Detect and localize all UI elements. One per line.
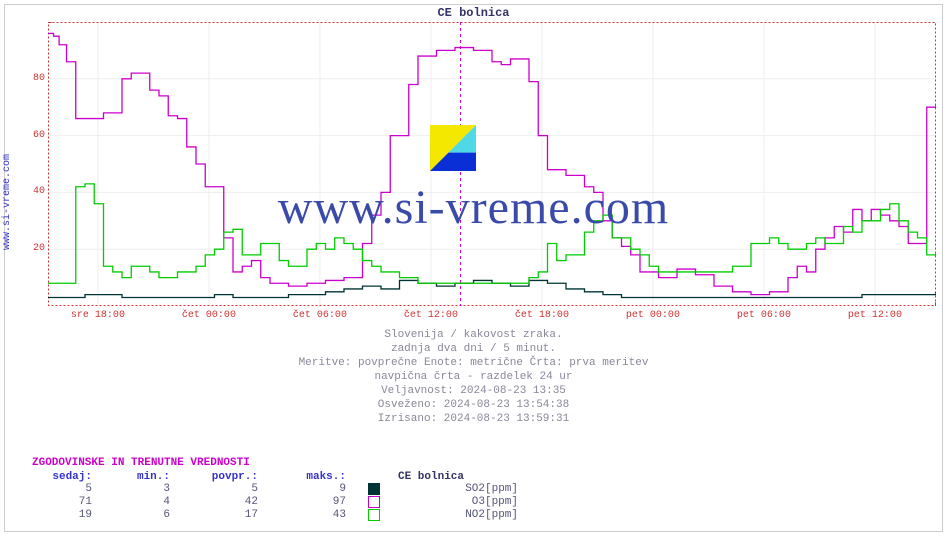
series-swatch xyxy=(368,483,380,495)
x-tick-label: čet 18:00 xyxy=(515,310,569,321)
x-tick-label: pet 00:00 xyxy=(626,310,680,321)
caption-block: Slovenija / kakovost zraka.zadnja dva dn… xyxy=(0,328,947,426)
x-tick-label: čet 00:00 xyxy=(182,310,236,321)
caption-line: Meritve: povprečne Enote: metrične Črta:… xyxy=(0,356,947,370)
series-label: O3[ppm] xyxy=(398,496,536,509)
caption-line: Izrisano: 2024-08-23 13:59:31 xyxy=(0,412,947,426)
caption-line: Veljavnost: 2024-08-23 13:35 xyxy=(0,384,947,398)
cell-maks: 43 xyxy=(276,509,364,522)
cell-povpr: 5 xyxy=(188,483,276,496)
x-tick-label: pet 12:00 xyxy=(848,310,902,321)
caption-line: zadnja dva dni / 5 minut. xyxy=(0,342,947,356)
hdr-maks: maks. xyxy=(306,471,339,483)
cell-povpr: 42 xyxy=(188,496,276,509)
cell-min: 4 xyxy=(110,496,188,509)
table-title: ZGODOVINSKE IN TRENUTNE VREDNOSTI xyxy=(32,457,556,469)
table-row: 5359SO2[ppm] xyxy=(32,483,556,496)
y-tick-label: 20 xyxy=(5,243,45,254)
cell-sedaj: 71 xyxy=(32,496,110,509)
hdr-povpr: povpr. xyxy=(212,471,252,483)
y-tick-label: 60 xyxy=(5,130,45,141)
x-tick-label: pet 06:00 xyxy=(737,310,791,321)
caption-line: navpična črta - razdelek 24 ur xyxy=(0,370,947,384)
table-row: 1961743 NO2[ppm] xyxy=(32,509,556,522)
table-row: 7144297 O3[ppm] xyxy=(32,496,556,509)
series-swatch xyxy=(368,509,380,521)
cell-sedaj: 19 xyxy=(32,509,110,522)
y-tick-label: 40 xyxy=(5,186,45,197)
cell-min: 3 xyxy=(110,483,188,496)
caption-line: Osveženo: 2024-08-23 13:54:38 xyxy=(0,398,947,412)
hdr-series: CE bolnica xyxy=(398,471,556,483)
series-label: SO2[ppm] xyxy=(398,483,536,496)
table-header-row: sedaj: min.: povpr.: maks.: CE bolnica xyxy=(32,471,556,483)
cell-min: 6 xyxy=(110,509,188,522)
line-chart xyxy=(48,22,936,306)
brand-side-label: www.si-vreme.com xyxy=(2,154,13,250)
x-tick-label: sre 18:00 xyxy=(71,310,125,321)
x-tick-label: čet 12:00 xyxy=(404,310,458,321)
cell-maks: 97 xyxy=(276,496,364,509)
cell-sedaj: 5 xyxy=(32,483,110,496)
x-tick-label: čet 06:00 xyxy=(293,310,347,321)
y-tick-label: 80 xyxy=(5,73,45,84)
cell-povpr: 17 xyxy=(188,509,276,522)
history-table: ZGODOVINSKE IN TRENUTNE VREDNOSTI sedaj:… xyxy=(32,457,556,522)
caption-line: Slovenija / kakovost zraka. xyxy=(0,328,947,342)
chart-title: CE bolnica xyxy=(0,6,947,20)
series-swatch xyxy=(368,496,380,508)
hdr-min: min. xyxy=(137,471,163,483)
series-label: NO2[ppm] xyxy=(398,509,536,522)
hdr-sedaj: sedaj xyxy=(52,471,85,483)
cell-maks: 9 xyxy=(276,483,364,496)
